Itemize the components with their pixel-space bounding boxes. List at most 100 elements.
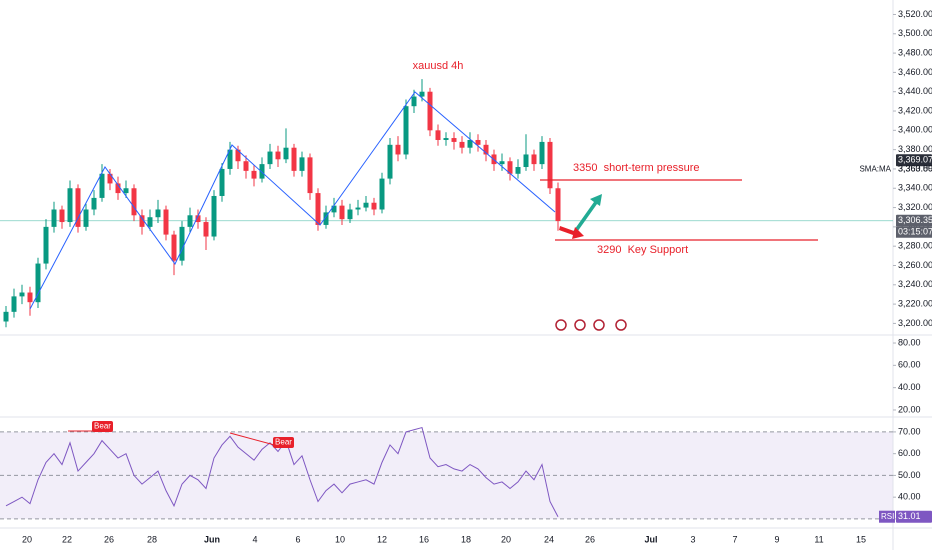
y-tick-label: 3,420.00 [898, 105, 932, 115]
x-tick-label: 4 [252, 534, 257, 544]
candle-body [291, 147, 297, 171]
candle-body [339, 205, 345, 220]
candle-body [547, 141, 553, 189]
event-icon [574, 319, 586, 331]
candle-body [83, 209, 89, 227]
x-tick-label: 18 [461, 534, 471, 544]
candle-body [27, 292, 33, 303]
candle-body [259, 164, 265, 179]
event-icon [593, 319, 605, 331]
candle-body [419, 91, 425, 97]
candle-body [427, 91, 433, 131]
y-tick-label: 80.00 [898, 337, 921, 347]
sma-value: 3,363.89 [898, 164, 932, 174]
candle-body [323, 212, 329, 225]
candle-body [91, 197, 97, 210]
y-tick-label: 3,460.00 [898, 67, 932, 77]
x-tick-label: 6 [295, 534, 300, 544]
candle-body [411, 96, 417, 107]
x-tick-label: 10 [335, 534, 345, 544]
x-tick-label: 9 [774, 534, 779, 544]
y-tick-label: 3,260.00 [898, 260, 932, 270]
candle-body [555, 188, 561, 222]
candle-body [379, 178, 385, 210]
candle-body [51, 209, 57, 227]
y-tick-label: 3,400.00 [898, 125, 932, 135]
y-tick-label: 3,320.00 [898, 202, 932, 212]
candle-body [195, 215, 201, 223]
last-price: 3,306.35 [898, 215, 932, 225]
candle-body [227, 149, 233, 169]
candle-body [403, 106, 409, 155]
candle-body [459, 141, 465, 148]
candle-body [75, 188, 81, 227]
candle-body [475, 139, 481, 145]
candle-body [483, 144, 489, 155]
bear-tag [92, 421, 113, 432]
candle-body [19, 292, 25, 297]
candle-body [299, 157, 305, 171]
rsi-value: 31.01 [898, 511, 921, 521]
up-arrow [572, 194, 602, 235]
candle-body [131, 188, 137, 216]
bear-label: Bear [94, 422, 111, 431]
y-tick-label: 60.00 [898, 360, 921, 370]
x-tick-label: 22 [62, 534, 72, 544]
x-tick-label: 12 [377, 534, 387, 544]
last-price-box [896, 214, 932, 227]
y-tick-label: 40.00 [898, 492, 921, 502]
y-tick-label: 3,240.00 [898, 279, 932, 289]
candle-body [315, 193, 321, 225]
candle-body [3, 311, 9, 322]
annotation: 3350 short-term pressure [573, 162, 700, 174]
event-icon [615, 319, 627, 331]
marks [0, 79, 893, 520]
x-tick-label: Jul [644, 534, 657, 544]
candle-body [59, 209, 65, 223]
y-tick-label: 50.00 [898, 470, 921, 480]
chart-title: xauusd 4h [413, 60, 464, 72]
y-tick-label: 3,480.00 [898, 47, 932, 57]
x-tick-label: 26 [585, 534, 595, 544]
y-tick-label: 3,200.00 [898, 318, 932, 328]
y-tick-label: 70.00 [898, 426, 921, 436]
rsi-name: RSI [881, 512, 894, 521]
event-icon [555, 319, 567, 331]
candle-body [435, 130, 441, 140]
candle-body [179, 226, 185, 261]
down-arrow [559, 226, 584, 239]
candle-body [507, 161, 513, 174]
candle-body [115, 183, 121, 194]
candle-body [219, 168, 225, 196]
candle-body [211, 195, 217, 237]
y-tick-label: 3,360.00 [898, 163, 932, 173]
x-tick-label: 7 [732, 534, 737, 544]
candle-body [523, 154, 529, 168]
candle-body [371, 202, 377, 210]
candle-body [443, 138, 449, 140]
candle-body [283, 147, 289, 160]
x-tick-label: 28 [147, 534, 157, 544]
candle-body [187, 215, 193, 227]
x-tick-label: 20 [22, 534, 32, 544]
candle-body [67, 188, 73, 223]
x-tick-label: 24 [544, 534, 554, 544]
candle-body [203, 222, 209, 237]
y-tick-label: 3,520.00 [898, 9, 932, 19]
candle-body [243, 161, 249, 171]
x-tick-label: 15 [856, 534, 866, 544]
y-tick-label: 3,440.00 [898, 86, 932, 96]
candle-body [499, 161, 505, 165]
candle-body [395, 144, 401, 155]
bear-tag [273, 437, 294, 448]
price-tag: 3,369.07 [898, 155, 932, 165]
y-tick-label: 3,220.00 [898, 298, 932, 308]
candle-body [235, 149, 241, 162]
zigzag [29, 91, 556, 310]
y-tick-label: 3,340.00 [898, 183, 932, 193]
candle-body [355, 207, 361, 210]
candle-body [251, 170, 257, 179]
x-tick-label: 3 [690, 534, 695, 544]
y-tick-label: 3,280.00 [898, 241, 932, 251]
y-tick-label: 20.00 [898, 404, 921, 414]
